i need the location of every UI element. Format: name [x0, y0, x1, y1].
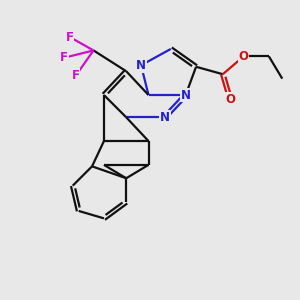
Text: F: F	[72, 69, 80, 82]
Text: O: O	[238, 50, 249, 63]
Text: N: N	[160, 111, 170, 124]
Text: F: F	[66, 31, 74, 44]
Text: N: N	[136, 59, 146, 72]
Text: N: N	[181, 88, 191, 101]
Text: F: F	[60, 51, 68, 64]
Text: O: O	[225, 93, 235, 106]
